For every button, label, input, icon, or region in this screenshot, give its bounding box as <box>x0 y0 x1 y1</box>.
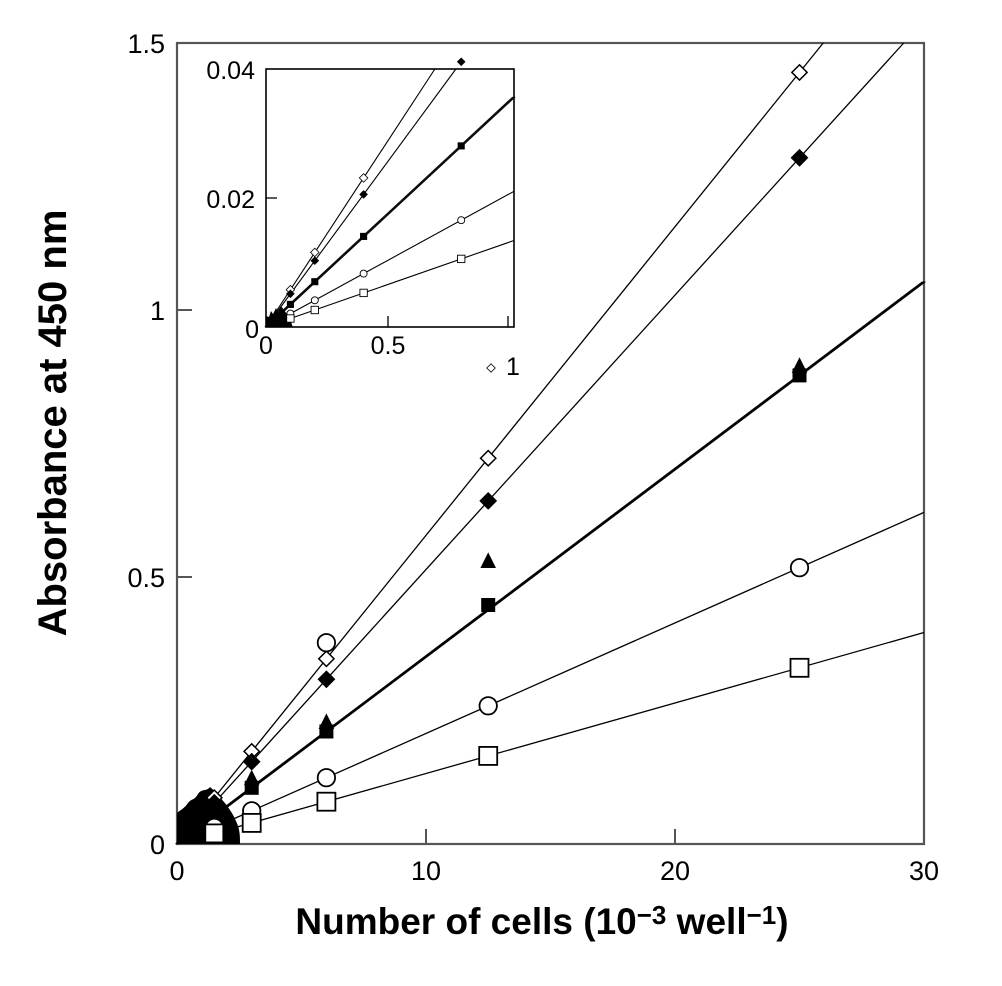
svg-text:0.5: 0.5 <box>371 332 406 360</box>
svg-text:0.5: 0.5 <box>127 563 165 593</box>
svg-text:0: 0 <box>150 830 165 860</box>
svg-text:0.04: 0.04 <box>206 57 255 85</box>
svg-text:0.02: 0.02 <box>206 186 255 214</box>
svg-text:0: 0 <box>169 856 184 886</box>
svg-text:Number of cells (10−3 well−1): Number of cells (10−3 well−1) <box>295 900 788 942</box>
svg-text:30: 30 <box>909 856 939 886</box>
svg-text:0: 0 <box>245 316 259 344</box>
svg-text:1: 1 <box>150 296 165 326</box>
svg-text:10: 10 <box>411 856 441 886</box>
svg-text:1: 1 <box>506 353 520 381</box>
svg-text:1.5: 1.5 <box>127 29 165 59</box>
svg-text:Absorbance at 450 nm: Absorbance at 450 nm <box>31 210 75 637</box>
svg-text:20: 20 <box>660 856 690 886</box>
svg-text:0: 0 <box>259 332 273 360</box>
